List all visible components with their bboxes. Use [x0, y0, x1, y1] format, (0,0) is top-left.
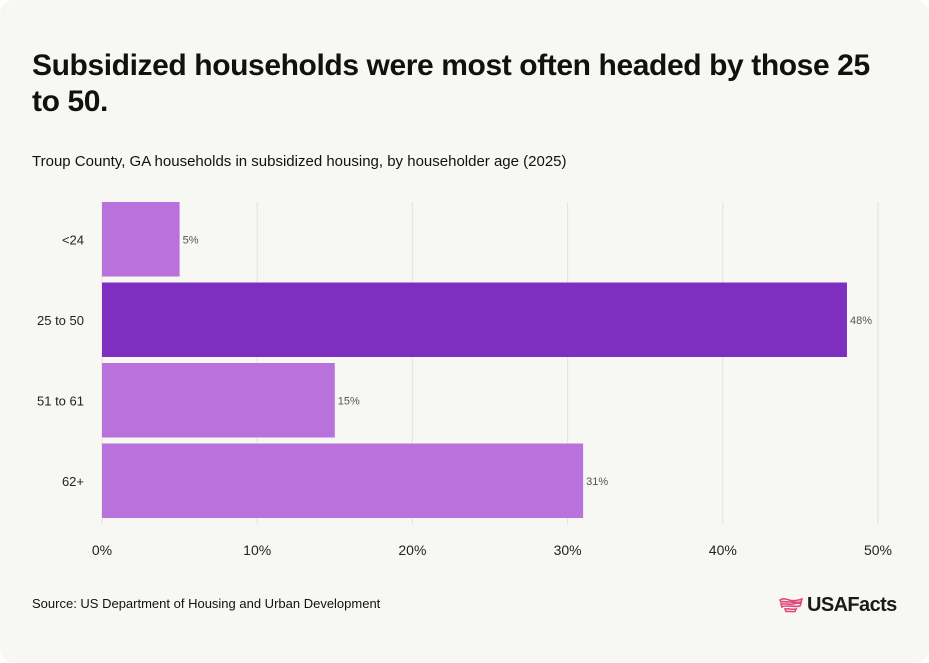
x-tick-label: 50%: [864, 542, 892, 558]
data-label: 48%: [850, 315, 872, 327]
us-map-flag-icon: [779, 597, 803, 613]
source-note: Source: US Department of Housing and Urb…: [32, 596, 381, 611]
value-labels: 5% 48% 15% 31%: [183, 234, 873, 488]
category-label: 25 to 50: [37, 313, 84, 328]
data-label: 31%: [586, 476, 608, 488]
x-tick-label: 0%: [92, 542, 112, 558]
category-label: <24: [62, 232, 84, 247]
bar: [102, 202, 180, 277]
usafacts-logo: USAFacts: [779, 592, 897, 618]
x-axis-tick-labels: 0% 10% 20% 30% 40% 50%: [92, 542, 892, 558]
bar: [102, 363, 335, 438]
category-label: 62+: [62, 474, 84, 489]
bar: [102, 282, 847, 357]
chart-subtitle: Troup County, GA households in subsidize…: [32, 153, 567, 170]
logo-text: USAFacts: [807, 593, 897, 616]
x-tick-label: 20%: [398, 542, 426, 558]
x-tick-label: 10%: [243, 542, 271, 558]
chart-title: Subsidized households were most often he…: [32, 49, 870, 118]
bar-chart: <24 25 to 50 51 to 61 62+ 5% 48% 15% 31% 0% 10%…: [37, 202, 892, 558]
bars: [102, 202, 847, 518]
data-label: 15%: [338, 395, 360, 407]
x-tick-label: 30%: [554, 542, 582, 558]
category-label: 51 to 61: [37, 393, 84, 408]
data-label: 5%: [183, 234, 199, 246]
x-tick-label: 40%: [709, 542, 737, 558]
bar: [102, 443, 584, 518]
category-labels: <24 25 to 50 51 to 61 62+: [37, 232, 84, 489]
